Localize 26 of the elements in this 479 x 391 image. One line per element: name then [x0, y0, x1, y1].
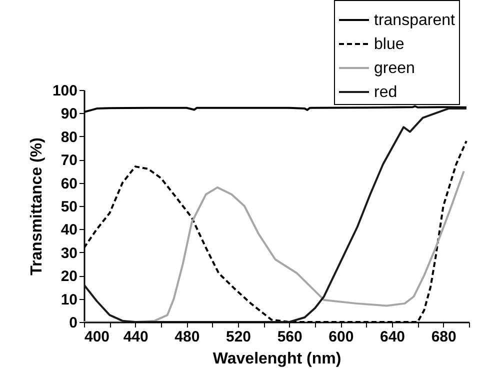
x-tick-label: 680: [431, 328, 456, 346]
legend-label: green: [374, 60, 415, 77]
y-tick-label: 40: [60, 222, 78, 239]
y-tick-label: 50: [60, 198, 78, 216]
y-tick-label: 80: [60, 128, 78, 146]
y-tick-label: 70: [60, 152, 78, 170]
x-axis-title: Wavelenght (nm): [212, 350, 342, 368]
y-tick-label: 10: [60, 291, 78, 308]
x-tick-label: 520: [226, 328, 252, 346]
line-series: [84, 170, 465, 322]
legend-label: red: [374, 84, 398, 101]
y-axis-title: Transmittance (%): [28, 138, 46, 276]
x-tick-label: 600: [328, 328, 354, 346]
x-tick-label: 440: [123, 328, 148, 346]
x-tick-label: 560: [277, 328, 302, 346]
y-tick-label: 20: [60, 268, 78, 286]
y-tick-label: 0: [69, 314, 78, 332]
x-tick-label: 400: [84, 328, 110, 346]
y-tick-label: 60: [60, 175, 78, 192]
legend-label: transparent: [374, 12, 456, 29]
x-tick-label: 640: [380, 328, 406, 346]
y-tick-label: 30: [60, 244, 78, 262]
y-tick-label: 90: [60, 106, 78, 123]
legend-label: blue: [374, 36, 404, 53]
x-tick-label: 480: [174, 328, 200, 346]
y-tick-label: 100: [52, 82, 78, 100]
